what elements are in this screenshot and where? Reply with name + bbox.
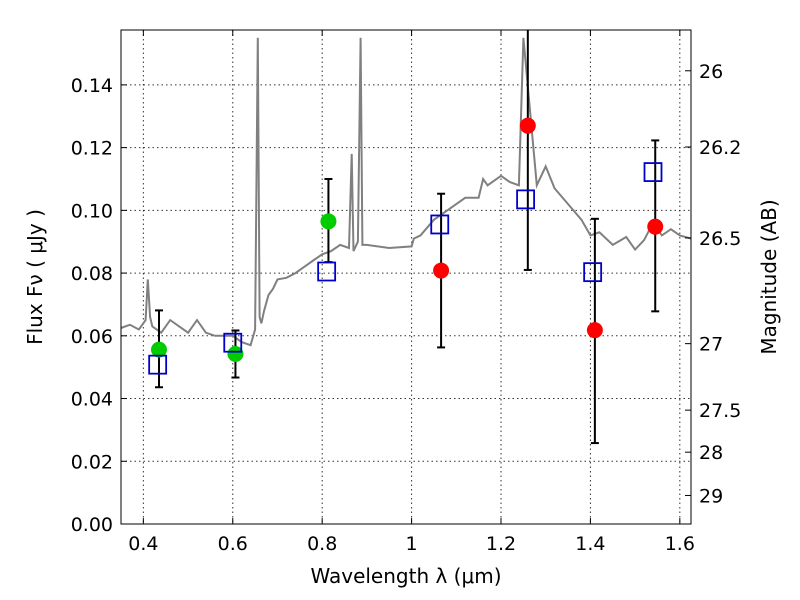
magnitude-tick-label: 29	[699, 485, 723, 507]
data-point	[151, 341, 167, 358]
data-point	[586, 322, 603, 339]
model-point	[223, 332, 243, 353]
y-tick-label: 0.06	[71, 326, 113, 348]
x-tick-label: 1.6	[665, 533, 695, 555]
data-point	[647, 218, 664, 235]
data-point	[320, 213, 337, 230]
magnitude-axis-ticks: 26 26.2 26.5 27 27.5 28 29	[685, 61, 741, 507]
x-tick-label: 0.6	[218, 533, 248, 555]
magnitude-tick-label: 26	[699, 61, 723, 83]
x-tick-label: 0.4	[128, 533, 158, 555]
y-tick-label: 0.02	[71, 451, 113, 473]
model-point	[148, 354, 168, 375]
y-tick-label: 0.08	[71, 263, 113, 285]
plot-area	[121, 30, 691, 445]
data-point	[227, 346, 244, 363]
x-tick-label: 1	[406, 533, 418, 555]
grid-lines	[121, 30, 691, 525]
magnitude-tick-label: 28	[699, 442, 723, 464]
model-point	[583, 262, 603, 283]
data-point	[519, 117, 536, 134]
data-markers	[148, 117, 664, 375]
y-tick-label: 0.04	[71, 389, 113, 411]
magnitude-tick-label: 26.2	[699, 137, 741, 159]
y-tick-label: 0.10	[71, 200, 113, 222]
model-point	[317, 261, 337, 282]
magnitude-axis-label: Magnitude (AB)	[757, 199, 781, 354]
magnitude-tick-label: 26.5	[699, 228, 741, 250]
y-axis-label: Flux Fν ( μJy )	[23, 209, 47, 345]
data-point	[433, 262, 450, 279]
magnitude-tick-label: 27.5	[699, 400, 741, 422]
y-axis-ticks: 0.00 0.02 0.04 0.06 0.08 0.10 0.12 0.14	[71, 75, 127, 536]
magnitude-tick-label: 27	[699, 334, 723, 356]
x-axis-label: Wavelength λ (μm)	[310, 564, 501, 588]
y-tick-label: 0.00	[71, 514, 113, 536]
plot-frame	[120, 29, 692, 525]
x-tick-label: 0.8	[307, 533, 337, 555]
x-axis-ticks: 0.4 0.6 0.8 1 1.2 1.4 1.6	[128, 30, 695, 555]
model-point	[430, 214, 450, 235]
model-point	[516, 189, 535, 210]
model-spectrum-line	[121, 37, 691, 347]
model-point	[643, 162, 663, 182]
x-tick-label: 1.4	[575, 533, 605, 555]
y-tick-label: 0.12	[71, 138, 113, 160]
x-tick-label: 1.2	[486, 533, 516, 555]
y-tick-label: 0.14	[71, 75, 113, 97]
